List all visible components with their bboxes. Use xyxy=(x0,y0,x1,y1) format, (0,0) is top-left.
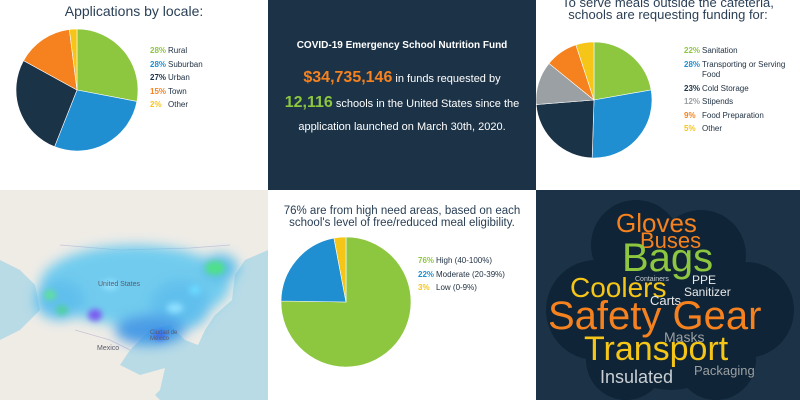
fund-summary-panel: COVID-19 Emergency School Nutrition Fund… xyxy=(268,0,536,190)
legend-item: 22% Moderate (20-39%) xyxy=(418,270,530,284)
heat-map xyxy=(0,190,268,400)
legend-label: Transporting or Serving Food xyxy=(702,59,786,79)
legend-label: Cold Storage xyxy=(702,83,749,93)
legend-item: 15% Town xyxy=(150,87,260,101)
pie-slice-transporting-or-serving-food xyxy=(591,89,653,159)
legend-label: Food Preparation xyxy=(702,110,764,120)
funding-legend: 22% Sanitation 28% Transporting or Serving … xyxy=(684,46,796,138)
cloud-word: Transport xyxy=(584,330,729,368)
cloud-word: Bags xyxy=(622,236,714,280)
legend-item: 23% Cold Storage xyxy=(684,84,796,98)
fund-amount-suffix: in funds requested by xyxy=(392,73,501,85)
legend-percent: 22% xyxy=(684,46,701,55)
legend-label: High (40-100%) xyxy=(436,256,493,265)
locale-pie xyxy=(15,28,139,152)
legend-percent: 23% xyxy=(684,83,701,93)
map-label-city: Ciudad de México xyxy=(150,330,178,342)
legend-percent: 9% xyxy=(684,110,696,120)
legend-item: 12% Stipends xyxy=(684,97,796,111)
pie-slice-low-0-9 xyxy=(333,236,347,303)
cloud-word: Safety Gear xyxy=(548,294,762,338)
legend-item: 3% Low (0-9%) xyxy=(418,283,530,297)
fund-schools-suffix: schools in the United States since the a… xyxy=(298,98,520,133)
border-line xyxy=(74,329,131,351)
pie-slice-town xyxy=(23,29,78,91)
locale-chart-title: Applications by locale: xyxy=(64,3,204,19)
legend-item: 27% Urban xyxy=(150,73,260,87)
legend-percent: 28% xyxy=(150,59,167,69)
legend-label: Suburban xyxy=(168,59,203,69)
pie-slice-rural xyxy=(76,28,139,102)
legend-percent: 12% xyxy=(684,97,701,106)
legend-percent: 28% xyxy=(684,59,701,69)
legend-label: Urban xyxy=(168,73,190,82)
cloud-word: Insulated xyxy=(600,367,674,387)
fund-amount: $34,735,146 xyxy=(303,69,393,86)
cloud-word: Carts xyxy=(650,293,682,308)
legend-item: 9% Food Preparation xyxy=(684,111,796,125)
cloud-word: PPE xyxy=(692,273,717,287)
legend-percent: 15% xyxy=(150,86,167,96)
legend-label: Sanitation xyxy=(702,46,738,55)
legend-percent: 3% xyxy=(418,283,430,292)
map-label-us: United States xyxy=(98,281,141,288)
legend-label: Town xyxy=(168,86,187,96)
heat-map-panel: United States Mexico Ciudad de México xyxy=(0,190,268,400)
fund-body: $34,735,146 in funds requested by 12,116… xyxy=(282,66,522,139)
funding-chart-panel: To serve meals outside the cafeteria, sc… xyxy=(536,0,800,190)
legend-percent: 2% xyxy=(150,100,162,109)
need-pie xyxy=(280,236,412,368)
legend-label: Low (0-9%) xyxy=(436,283,477,292)
funding-chart-title: To serve meals outside the cafeteria, sc… xyxy=(562,0,774,22)
cloud-word: Packaging xyxy=(694,363,755,378)
cloud-word: Masks xyxy=(664,329,705,345)
cloud-word: Buses xyxy=(640,228,702,253)
legend-percent: 5% xyxy=(684,124,696,133)
legend-item: 22% Sanitation xyxy=(684,46,796,60)
pie-slice-moderate-20-39 xyxy=(280,237,347,303)
locale-legend: 28% Rural 28% Suburban 27% Urban 15% Town 2% Othe… xyxy=(150,46,260,114)
legend-item: 28% Suburban xyxy=(150,60,260,74)
legend-percent: 76% xyxy=(418,256,435,265)
legend-label: Other xyxy=(702,124,723,133)
pie-slice-urban xyxy=(15,60,78,148)
pie-slice-other xyxy=(69,28,78,91)
legend-item: 76% High (40-100%) xyxy=(418,256,530,270)
legend-label: Moderate (20-39%) xyxy=(436,269,505,279)
word-cloud-panel: Gloves Buses Bags Containers Coolers PPE Sanit… xyxy=(536,190,800,400)
mexico-land xyxy=(110,365,165,400)
pie-slice-cold-storage xyxy=(536,99,595,159)
legend-item: 28% Transporting or Serving Food xyxy=(684,60,796,84)
locale-chart-panel: Applications by locale: 28% Rural 28% Subur… xyxy=(0,0,268,190)
cloud-word: Sanitizer xyxy=(684,285,731,299)
funding-pie xyxy=(536,41,653,159)
pie-slice-high-40-100 xyxy=(280,236,412,368)
map-label-mexico: Mexico xyxy=(97,345,120,352)
legend-item: 2% Other xyxy=(150,100,260,114)
need-legend: 76% High (40-100%) 22% Moderate (20-39%) 3% L… xyxy=(418,256,530,297)
fund-title: COVID-19 Emergency School Nutrition Fund xyxy=(296,40,508,51)
pie-slice-sanitation xyxy=(593,41,652,101)
heat-hotspots xyxy=(44,261,225,340)
need-chart-title: 76% are from high need areas, based on e… xyxy=(283,205,521,229)
legend-percent: 28% xyxy=(150,46,167,55)
legend-percent: 22% xyxy=(418,269,435,279)
cloud-word: Gloves xyxy=(616,208,697,238)
legend-percent: 27% xyxy=(150,73,167,82)
legend-label: Other xyxy=(168,100,189,109)
pie-slice-other xyxy=(575,41,595,101)
need-chart-panel: 76% are from high need areas, based on e… xyxy=(268,190,536,400)
cloud-shape xyxy=(546,200,794,400)
legend-item: 5% Other xyxy=(684,124,796,138)
legend-label: Rural xyxy=(168,46,188,55)
legend-item: 28% Rural xyxy=(150,46,260,60)
fund-schools: 12,116 xyxy=(284,94,333,111)
pie-slice-suburban xyxy=(54,89,138,152)
cloud-word: Coolers xyxy=(570,272,667,303)
legend-label: Stipends xyxy=(702,97,734,106)
cloud-word: Containers xyxy=(635,276,669,283)
